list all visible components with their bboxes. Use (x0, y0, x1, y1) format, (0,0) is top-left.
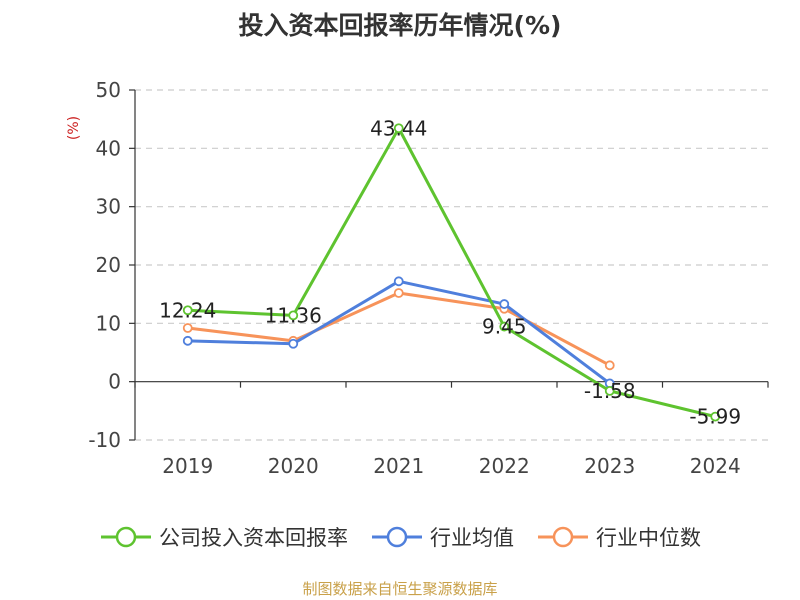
data-point (288, 338, 299, 349)
chart-title: 投入资本回报率历年情况(%) (238, 11, 562, 40)
legend-marker-icon (101, 526, 151, 548)
x-tick-label: 2024 (690, 454, 741, 478)
legend-item[interactable]: 公司投入资本回报率 (99, 522, 348, 552)
x-tick-label: 2023 (584, 454, 635, 478)
legend: 公司投入资本回报率 行业均值 行业中位数 (0, 522, 800, 552)
data-label: -5.99 (689, 405, 741, 429)
data-point (182, 305, 193, 316)
x-tick-label: 2020 (268, 454, 319, 478)
y-tick-label: 50 (96, 78, 121, 102)
y-tick-label: 30 (96, 195, 121, 219)
legend-item[interactable]: 行业均值 (370, 522, 514, 552)
data-point (499, 321, 510, 332)
y-tick-label: 40 (96, 136, 121, 160)
y-axis-unit: (%) (66, 116, 82, 140)
legend-label: 公司投入资本回报率 (159, 526, 348, 550)
y-tick-label: 20 (96, 253, 121, 277)
data-point (182, 323, 193, 333)
data-point (182, 335, 193, 346)
data-label: -1.58 (584, 379, 636, 403)
legend-label: 行业均值 (430, 526, 514, 550)
legend-label: 行业中位数 (596, 526, 701, 550)
data-point (604, 360, 615, 371)
axes: -10 0 10 20 30 40 50 (%) 2019 2020 2021 2022 2023 202… (66, 78, 769, 478)
series-lines (182, 123, 721, 422)
data-point (393, 288, 404, 298)
y-tick-label: -10 (88, 428, 121, 452)
data-point (604, 385, 615, 396)
data-point (710, 411, 721, 422)
data-point (288, 310, 299, 321)
data-label: 11.36 (265, 303, 322, 327)
x-tick-label: 2019 (162, 454, 213, 478)
series-line-0 (187, 126, 716, 419)
legend-marker-icon (538, 526, 588, 548)
data-point (393, 123, 404, 134)
legend-marker-icon (372, 526, 422, 548)
series-line-2 (187, 291, 611, 367)
data-point (499, 299, 510, 309)
x-tick-label: 2021 (373, 454, 424, 478)
data-label: 12.24 (159, 298, 216, 322)
data-labels: 12.24 11.36 43.44 9.45 -1.58 -5.99 (159, 116, 741, 428)
x-tick-label: 2022 (479, 454, 530, 478)
y-tick-label: 10 (96, 311, 121, 335)
y-tick-label: 0 (108, 370, 121, 394)
data-label: 9.45 (482, 315, 527, 339)
data-point (393, 276, 404, 287)
legend-item[interactable]: 行业中位数 (536, 522, 701, 552)
data-label: 43.44 (370, 116, 427, 140)
source-note: 制图数据来自恒生聚源数据库 (302, 580, 498, 598)
